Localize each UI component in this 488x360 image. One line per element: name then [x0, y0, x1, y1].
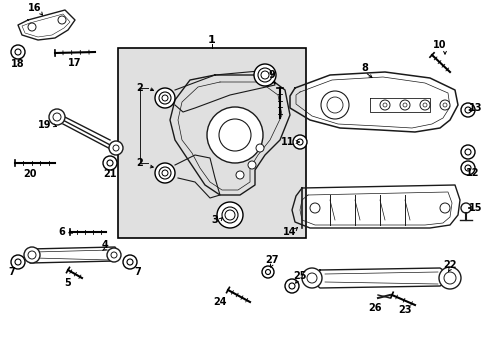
Circle shape — [464, 107, 470, 113]
Circle shape — [49, 109, 65, 125]
Circle shape — [24, 247, 40, 263]
Text: 19: 19 — [38, 120, 52, 130]
Circle shape — [288, 283, 294, 289]
Circle shape — [247, 161, 256, 169]
Circle shape — [28, 251, 36, 259]
Text: 7: 7 — [9, 267, 15, 277]
Text: 2: 2 — [136, 83, 143, 93]
Circle shape — [113, 145, 119, 151]
Text: 10: 10 — [432, 40, 446, 50]
Circle shape — [224, 210, 235, 220]
Text: 2: 2 — [136, 158, 143, 168]
Circle shape — [285, 279, 298, 293]
Circle shape — [219, 119, 250, 151]
Circle shape — [302, 268, 321, 288]
Circle shape — [438, 267, 460, 289]
Circle shape — [103, 156, 117, 170]
Text: 21: 21 — [103, 169, 117, 179]
Text: 14: 14 — [283, 227, 296, 237]
Circle shape — [222, 207, 238, 223]
Circle shape — [419, 100, 429, 110]
Circle shape — [399, 100, 409, 110]
Text: 22: 22 — [442, 260, 456, 270]
Text: 20: 20 — [23, 169, 37, 179]
Circle shape — [265, 270, 270, 274]
Circle shape — [422, 103, 426, 107]
Circle shape — [15, 49, 21, 55]
Circle shape — [460, 203, 470, 213]
Circle shape — [107, 248, 121, 262]
Circle shape — [256, 144, 264, 152]
Circle shape — [460, 145, 474, 159]
Text: 5: 5 — [64, 278, 71, 288]
Text: 25: 25 — [293, 271, 306, 281]
Circle shape — [58, 16, 66, 24]
Circle shape — [15, 259, 21, 265]
Text: 23: 23 — [397, 305, 411, 315]
Circle shape — [109, 141, 123, 155]
Text: 18: 18 — [11, 59, 25, 69]
Circle shape — [261, 71, 268, 79]
Circle shape — [464, 165, 470, 171]
Circle shape — [162, 95, 168, 101]
Circle shape — [11, 45, 25, 59]
Circle shape — [159, 167, 171, 179]
Circle shape — [155, 88, 175, 108]
Text: 24: 24 — [213, 297, 226, 307]
Circle shape — [11, 255, 25, 269]
Circle shape — [464, 149, 470, 155]
Circle shape — [217, 202, 243, 228]
Text: 9: 9 — [268, 70, 275, 80]
Circle shape — [123, 255, 137, 269]
Circle shape — [382, 103, 386, 107]
Circle shape — [442, 103, 446, 107]
Text: 16: 16 — [28, 3, 41, 13]
Text: 17: 17 — [68, 58, 81, 68]
Circle shape — [159, 92, 171, 104]
Circle shape — [127, 259, 133, 265]
Text: 3: 3 — [211, 215, 218, 225]
Circle shape — [206, 107, 263, 163]
Circle shape — [439, 203, 449, 213]
Circle shape — [379, 100, 389, 110]
Text: 6: 6 — [59, 227, 65, 237]
Circle shape — [258, 68, 271, 82]
Text: 26: 26 — [367, 303, 381, 313]
Circle shape — [320, 91, 348, 119]
Circle shape — [253, 64, 275, 86]
Text: 27: 27 — [264, 255, 278, 265]
Circle shape — [155, 163, 175, 183]
Text: 8: 8 — [361, 63, 367, 73]
Circle shape — [460, 103, 474, 117]
Circle shape — [111, 252, 117, 258]
Circle shape — [262, 266, 273, 278]
Text: 15: 15 — [468, 203, 482, 213]
Circle shape — [306, 273, 316, 283]
Bar — [118, 48, 305, 238]
Circle shape — [162, 170, 168, 176]
Circle shape — [402, 103, 406, 107]
Circle shape — [236, 171, 244, 179]
Circle shape — [309, 203, 319, 213]
Text: 7: 7 — [134, 267, 141, 277]
Circle shape — [107, 160, 113, 166]
Circle shape — [296, 139, 303, 145]
Circle shape — [460, 161, 474, 175]
Circle shape — [326, 97, 342, 113]
Circle shape — [53, 113, 61, 121]
Text: 12: 12 — [465, 168, 479, 178]
Text: 11: 11 — [281, 137, 294, 147]
Text: 4: 4 — [102, 240, 108, 250]
Circle shape — [439, 100, 449, 110]
Circle shape — [443, 272, 455, 284]
Text: 13: 13 — [468, 103, 482, 113]
Circle shape — [28, 23, 36, 31]
Text: 1: 1 — [208, 35, 215, 45]
Circle shape — [292, 135, 306, 149]
